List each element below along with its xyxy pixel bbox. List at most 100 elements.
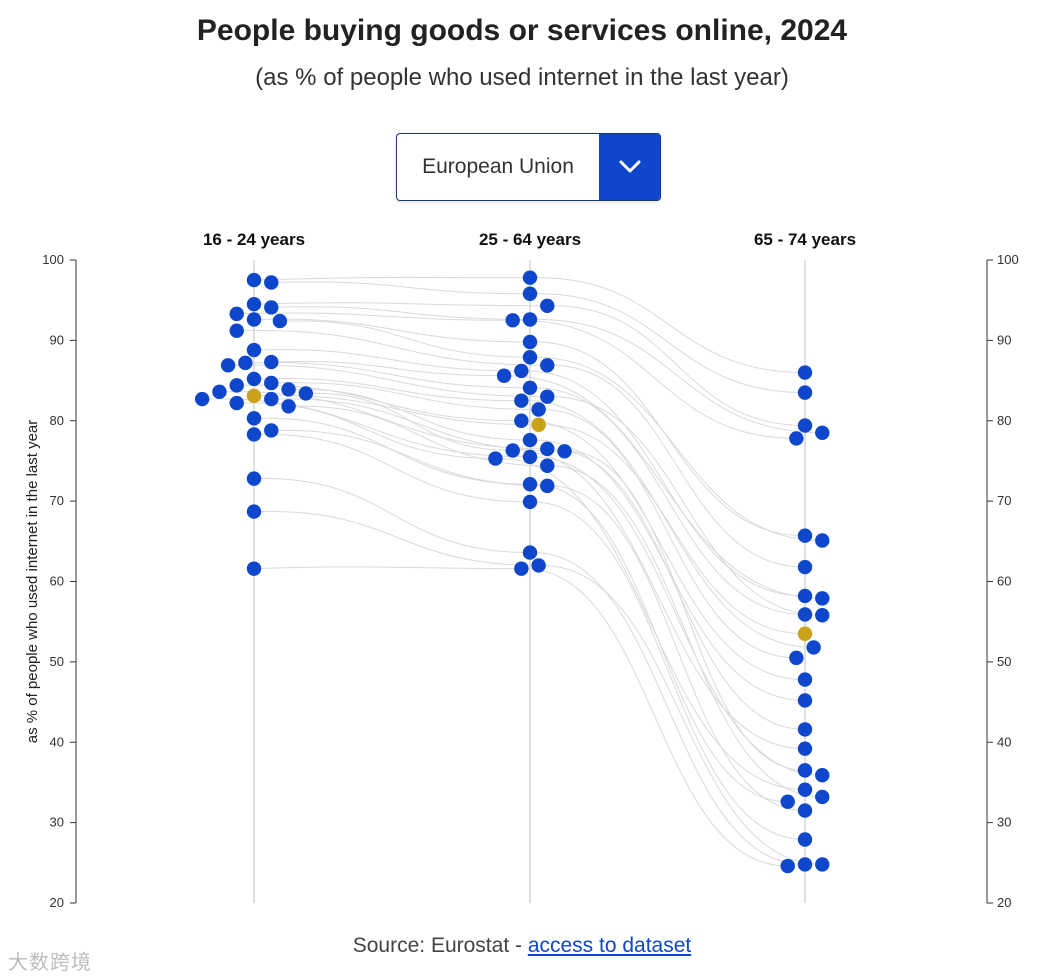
connector-line [253,318,531,343]
connector-line [271,281,531,295]
country-data-point [797,857,813,872]
country-data-point [496,368,512,383]
country-data-point [540,298,555,314]
country-data-point [815,857,830,872]
connector-line [529,456,823,776]
connector-line [253,417,531,485]
country-data-point [797,782,813,797]
country-data-point [522,380,538,395]
connector-line [538,408,797,659]
country-data-point [531,558,546,573]
country-data-point [212,384,227,400]
y-tick-label: 80 [997,413,1011,428]
connector-line [228,364,548,398]
country-select[interactable]: European Union [396,133,661,201]
country-data-point [229,323,244,338]
connector-line [253,478,531,554]
country-data-point [780,794,795,809]
connector-line [547,305,806,427]
country-data-point [540,358,555,373]
connector-line [521,420,806,681]
connector-line [529,387,806,615]
dropdown-toggle-button[interactable] [599,134,660,200]
country-data-point [298,386,314,401]
axes-layer: 20 30 40 50 60 70 80 90 100 20 30 40 50 60 70 80 90 100 as… [24,252,1019,910]
country-data-point [246,411,262,426]
country-data-point [246,561,262,576]
connector-lines-layer [202,276,823,867]
country-data-point [522,494,538,510]
country-data-point [522,334,538,350]
y-tick-label: 100 [42,252,64,267]
y-tick-label: 50 [50,654,64,669]
connector-line [564,450,806,771]
connector-line [521,568,788,867]
country-data-point [264,375,279,391]
category-label: 65 - 74 years [754,230,856,249]
y-tick-label: 40 [997,734,1011,749]
country-data-point [540,458,555,473]
y-tick-label: 70 [997,493,1011,508]
country-data-point [797,803,813,818]
connector-line [236,329,548,366]
data-points-layer [194,270,830,874]
country-data-point [540,478,555,494]
connector-line [529,552,806,865]
country-data-point [815,768,830,783]
country-data-point [246,427,262,442]
y-tick-label: 50 [997,654,1011,669]
country-data-point [246,504,262,519]
connector-line [288,405,548,467]
category-label: 16 - 24 years [203,230,305,249]
connector-line [529,318,823,434]
country-select-value[interactable]: European Union [422,155,574,178]
connector-line [245,362,531,389]
connector-line [253,276,531,281]
connector-line [495,458,806,791]
connector-line [253,510,539,566]
y-tick-label: 20 [50,895,64,910]
country-data-point [281,382,296,397]
country-data-point [797,528,813,543]
y-tick-label: 100 [997,252,1019,267]
country-data-point [522,312,538,327]
country-data-point [281,399,296,414]
connector-line [271,361,505,377]
connector-line [529,501,806,841]
country-data-point [264,300,279,315]
connector-line [271,306,531,320]
country-data-point [797,418,813,433]
country-data-point [815,425,830,441]
chart-subtitle: (as % of people who used internet in the… [255,64,789,91]
country-data-point [522,286,538,301]
country-data-point [797,832,813,847]
dataset-link[interactable]: access to dataset [527,934,692,957]
connector-line [547,396,823,616]
country-data-point [522,449,538,465]
connector-line [547,364,806,568]
country-data-point [780,858,795,874]
y-tick-label: 60 [997,574,1011,589]
country-data-point [522,477,538,492]
country-data-point [789,650,804,666]
eu-data-point [531,417,546,432]
country-data-point [220,358,236,373]
connector-line [253,566,522,570]
country-data-point [229,306,244,322]
connector-line [547,485,806,812]
connector-line [279,320,531,358]
country-data-point [514,413,529,428]
country-data-point [229,378,244,393]
country-data-point [194,391,210,407]
country-data-point [522,270,538,285]
country-data-point [246,297,262,312]
y-tick-label: 30 [50,815,64,830]
y-axis-title: as % of people who used internet in the … [24,420,41,744]
country-data-point [815,533,830,548]
connector-line [521,370,806,597]
country-data-point [815,789,830,805]
country-data-point [514,561,529,576]
country-data-point [797,741,813,756]
country-data-point [797,365,813,380]
